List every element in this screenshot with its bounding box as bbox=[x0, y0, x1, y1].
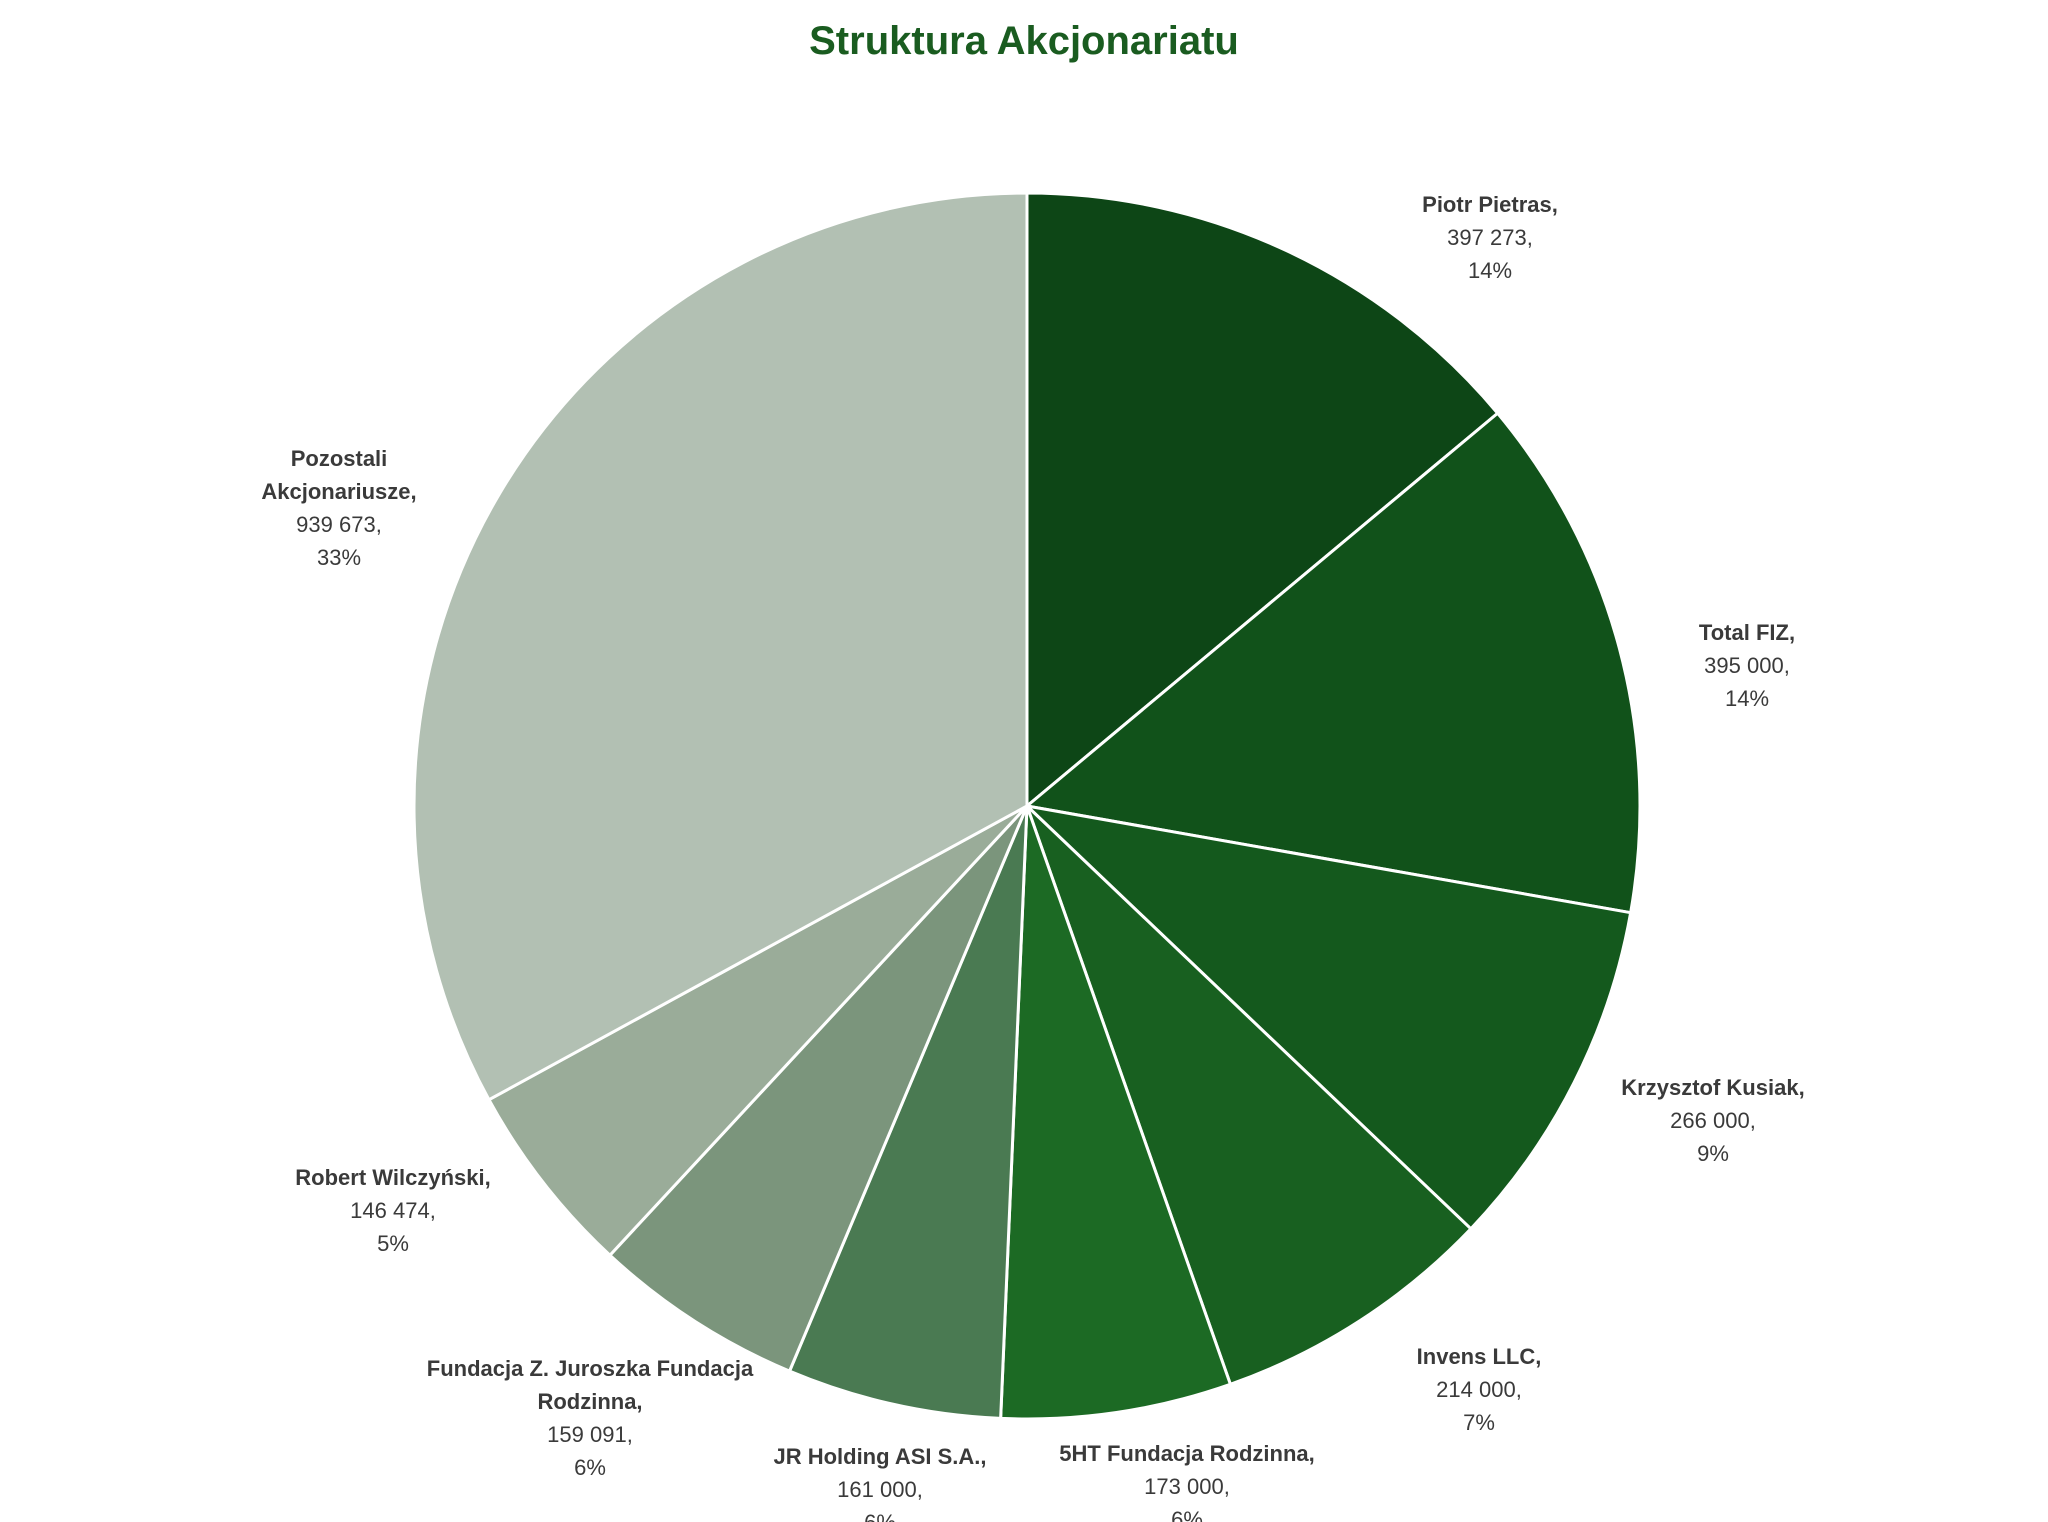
pie-labels: Piotr Pietras, 397 273, 14% Total FIZ, 395 0… bbox=[261, 192, 1804, 1522]
slice-label-name: Pozostali bbox=[291, 446, 388, 471]
slice-label-value: 395 000, bbox=[1704, 653, 1790, 678]
slice-label-name: Akcjonariusze, bbox=[261, 479, 416, 504]
chart-title: Struktura Akcjonariatu bbox=[809, 19, 1239, 63]
slice-label-value: 146 474, bbox=[350, 1198, 436, 1223]
pie-slice bbox=[1025, 191, 1500, 808]
slice-label-percent: 33% bbox=[317, 545, 361, 570]
slice-label-percent: 9% bbox=[1697, 1141, 1729, 1166]
slice-label-name: Fundacja Z. Juroszka Fundacja bbox=[427, 1356, 754, 1381]
pie-slice bbox=[487, 804, 1029, 1257]
slice-label-value: 173 000, bbox=[1144, 1474, 1230, 1499]
pie-slice bbox=[1025, 804, 1633, 1231]
slice-label-percent: 6% bbox=[1171, 1507, 1203, 1522]
slice-label-value: 397 273, bbox=[1447, 225, 1533, 250]
slice-label-value: 159 091, bbox=[547, 1422, 633, 1447]
slice-label-name: Total FIZ, bbox=[1699, 620, 1795, 645]
slice-label: 5HT Fundacja Rodzinna, 173 000, 6% bbox=[1059, 1441, 1314, 1522]
pie-slice bbox=[1025, 411, 1642, 915]
slice-label: Fundacja Z. Juroszka Fundacja Rodzinna, 15… bbox=[427, 1356, 754, 1480]
slice-label-percent: 7% bbox=[1463, 1410, 1495, 1435]
slice-label-value: 266 000, bbox=[1670, 1108, 1756, 1133]
slice-label-name: Krzysztof Kusiak, bbox=[1621, 1075, 1804, 1100]
slice-label: Total FIZ, 395 000, 14% bbox=[1699, 620, 1795, 711]
pie-slice bbox=[412, 191, 1029, 1102]
pie-slices bbox=[412, 191, 1642, 1421]
slice-label-name: 5HT Fundacja Rodzinna, bbox=[1059, 1441, 1314, 1466]
slice-label-name: Piotr Pietras, bbox=[1422, 192, 1558, 217]
slice-label-percent: 6% bbox=[864, 1510, 896, 1522]
pie-slice bbox=[608, 804, 1029, 1373]
slice-label: JR Holding ASI S.A., 161 000, 6% bbox=[773, 1444, 986, 1522]
pie-slice bbox=[1025, 804, 1473, 1386]
slice-label-percent: 14% bbox=[1725, 686, 1769, 711]
slice-label: Invens LLC, 214 000, 7% bbox=[1417, 1344, 1542, 1435]
slice-label-name: Invens LLC, bbox=[1417, 1344, 1542, 1369]
pie-slice bbox=[788, 804, 1029, 1420]
slice-label: Krzysztof Kusiak, 266 000, 9% bbox=[1621, 1075, 1804, 1166]
slice-label-percent: 14% bbox=[1468, 258, 1512, 283]
slice-label-name: Rodzinna, bbox=[537, 1389, 642, 1414]
slice-label: Piotr Pietras, 397 273, 14% bbox=[1422, 192, 1558, 283]
slice-label-value: 939 673, bbox=[296, 512, 382, 537]
slice-label-name: JR Holding ASI S.A., bbox=[773, 1444, 986, 1469]
slice-label-percent: 6% bbox=[574, 1455, 606, 1480]
slice-label-value: 161 000, bbox=[837, 1477, 923, 1502]
slice-label-value: 214 000, bbox=[1436, 1377, 1522, 1402]
slice-label: Robert Wilczyński, 146 474, 5% bbox=[295, 1165, 490, 1256]
slice-label-percent: 5% bbox=[377, 1231, 409, 1256]
slice-label-name: Robert Wilczyński, bbox=[295, 1165, 490, 1190]
slice-label: Pozostali Akcjonariusze, 939 673, 33% bbox=[261, 446, 416, 570]
pie-slice bbox=[999, 804, 1232, 1421]
